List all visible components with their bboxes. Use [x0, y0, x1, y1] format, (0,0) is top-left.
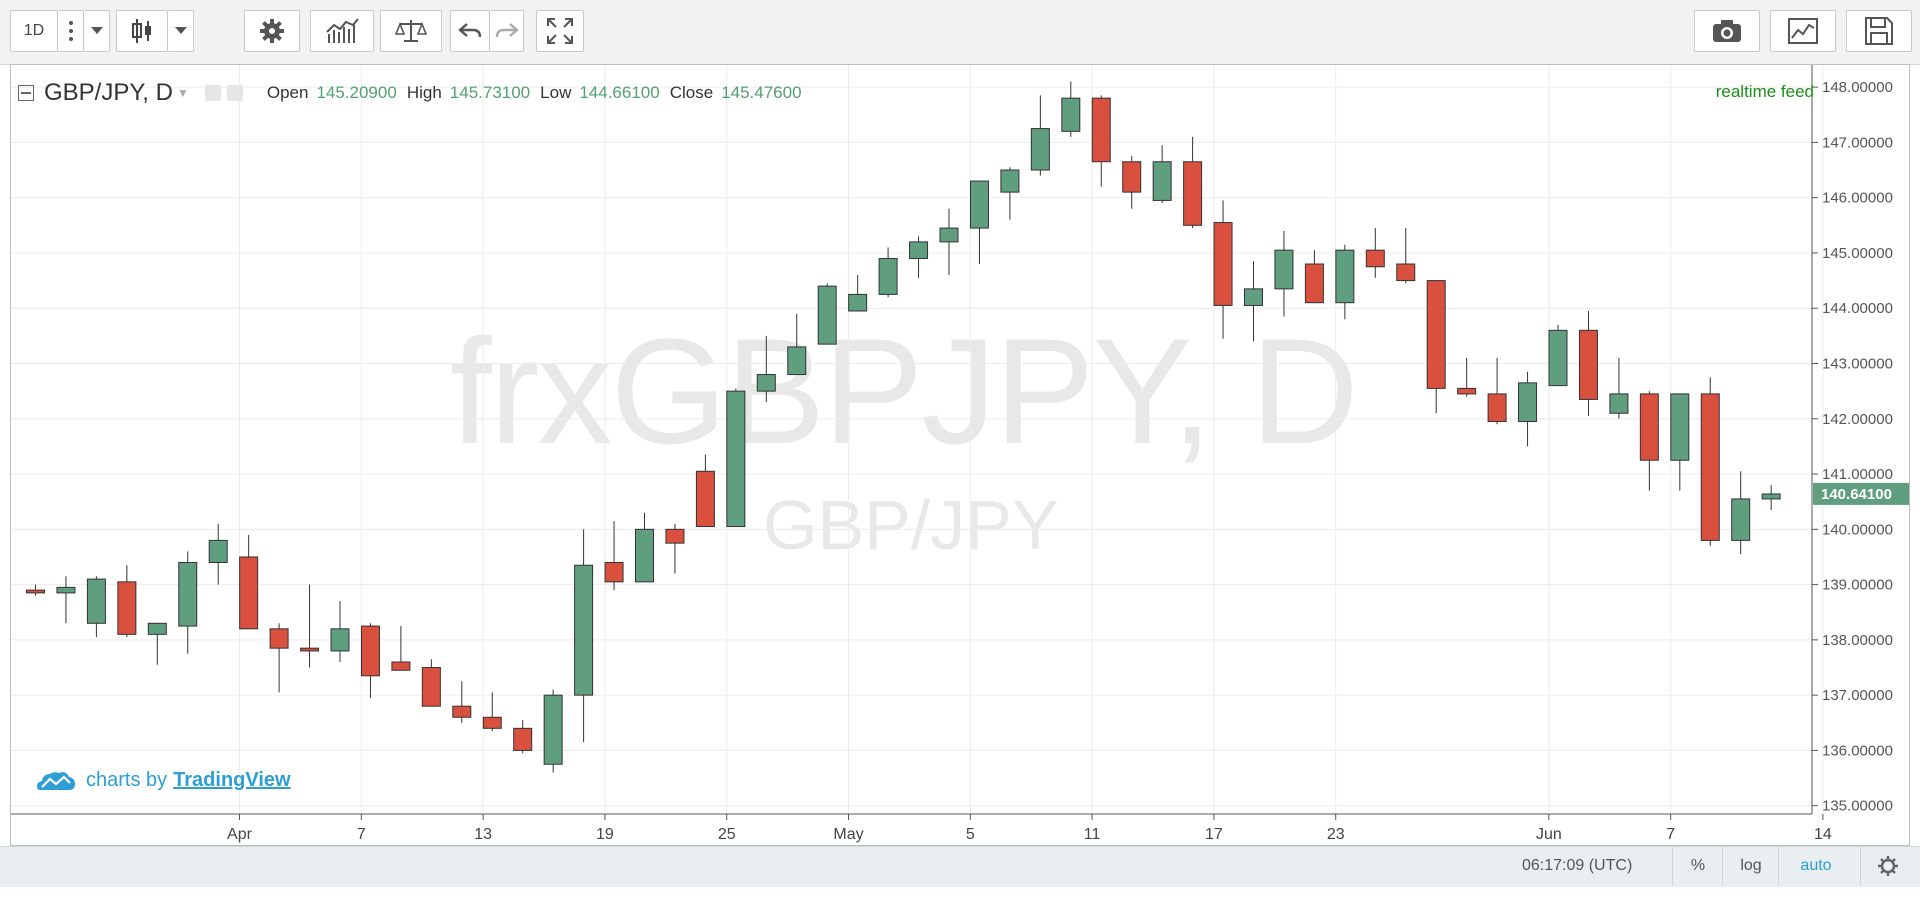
tradingview-branding: charts by TradingView — [36, 768, 291, 792]
compare-scale-icon[interactable] — [380, 10, 442, 52]
low-label: Low — [540, 83, 572, 102]
bottom-bar — [0, 846, 1920, 887]
interval-button[interactable]: 1D — [10, 10, 58, 52]
dropdown-icon[interactable] — [84, 10, 110, 52]
settings-small-icon[interactable] — [226, 85, 243, 101]
close-label: Close — [669, 83, 714, 102]
log-toggle[interactable]: log — [1740, 857, 1762, 874]
server-time: 06:17:09 (UTC) — [1522, 857, 1633, 874]
realtime-feed-label: realtime feed — [1715, 82, 1814, 101]
tradingview-link[interactable]: TradingView — [173, 768, 291, 791]
interval-label: 1D — [23, 22, 45, 39]
watermark-pair: GBP/JPY — [763, 486, 1059, 564]
eye-icon[interactable] — [204, 85, 221, 101]
top-toolbar: 1D — [0, 0, 1920, 65]
chart-properties-icon[interactable] — [1770, 10, 1836, 52]
collapse-legend-icon[interactable] — [18, 85, 34, 101]
save-icon[interactable] — [1846, 10, 1912, 52]
more-vert-icon[interactable] — [58, 10, 84, 52]
dropdown-icon[interactable] — [168, 10, 194, 52]
percent-toggle[interactable]: % — [1690, 857, 1706, 874]
branding-prefix: charts by — [86, 768, 168, 791]
high-label: High — [406, 83, 442, 102]
watermark-symbol: frxGBPJPY, D — [450, 307, 1359, 475]
undo-icon[interactable] — [450, 10, 490, 52]
close-value: 145.47600 — [721, 83, 802, 102]
high-value: 145.73100 — [449, 83, 531, 102]
open-value: 145.20900 — [316, 83, 397, 102]
low-value: 144.66100 — [579, 83, 660, 102]
camera-icon[interactable] — [1694, 10, 1760, 52]
candlestick-icon[interactable] — [116, 10, 168, 52]
auto-toggle[interactable]: auto — [1800, 857, 1832, 874]
indicators-icon[interactable] — [310, 10, 374, 52]
axis-settings-icon[interactable] — [1868, 846, 1908, 886]
open-label: Open — [266, 83, 309, 102]
symbol-dropdown-icon[interactable]: ▼ — [176, 86, 189, 100]
symbol-title[interactable]: GBP/JPY, D — [44, 79, 173, 106]
settings-gear-icon[interactable] — [244, 10, 300, 52]
chart-area[interactable] — [10, 64, 1910, 846]
chart-legend: GBP/JPY, D ▼ Open 145.20900 High 145.731… — [18, 78, 812, 108]
redo-icon[interactable] — [490, 10, 524, 52]
fullscreen-icon[interactable] — [536, 10, 584, 52]
tradingview-cloud-icon — [37, 772, 75, 790]
